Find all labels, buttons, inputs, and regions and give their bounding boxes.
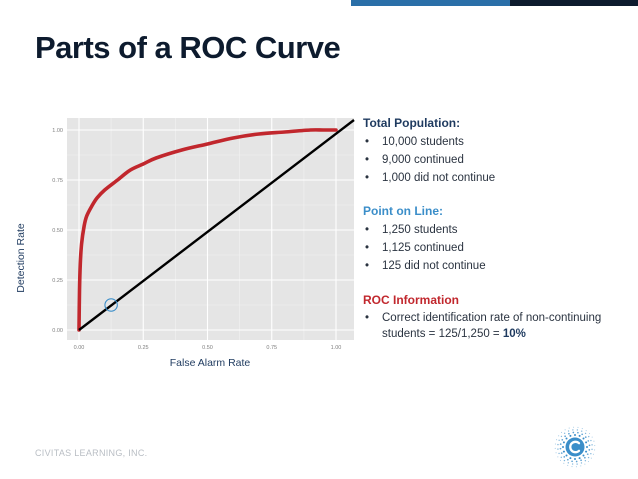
y-tick-label: 1.00 <box>52 128 63 134</box>
bullet-icon: • <box>365 224 370 236</box>
list-item: • 1,000 did not continue <box>363 169 623 187</box>
y-tick-label: 0.50 <box>52 228 63 234</box>
x-tick-label: 0.50 <box>202 345 213 351</box>
y-axis-label: Detection Rate <box>15 223 27 293</box>
top-accent-bar <box>0 0 638 6</box>
bullet-icon: • <box>365 242 370 254</box>
top-bar-segment <box>510 0 638 6</box>
list-item: • 10,000 students <box>363 133 623 151</box>
point-on-line-section: Point on Line: • 1,250 students • 1,125 co… <box>363 204 623 275</box>
x-tick-label: 0.25 <box>138 345 149 351</box>
x-tick-label: 1.00 <box>331 345 342 351</box>
y-tick-label: 0.75 <box>52 178 63 184</box>
total-population-section: Total Population: • 10,000 students • 9,00… <box>363 116 623 187</box>
highlight-value: 10% <box>502 328 526 340</box>
list-item: • 9,000 continued <box>363 151 623 169</box>
bullet-icon: • <box>365 172 370 184</box>
bullet-icon: • <box>365 260 370 272</box>
roc-curve-line <box>77 128 338 332</box>
total-population-heading: Total Population: <box>363 116 461 130</box>
list-item: • 125 did not continue <box>363 257 623 275</box>
point-on-line-heading: Point on Line: <box>363 204 443 218</box>
bullet-icon: • <box>365 312 370 324</box>
bullet-icon: • <box>365 154 370 166</box>
diagonal-line <box>78 119 355 331</box>
roc-information-section: ROC Information • Correct identification … <box>363 293 608 342</box>
x-axis-label: False Alarm Rate <box>169 357 251 369</box>
point-marker <box>104 298 118 312</box>
y-tick-label: 0.00 <box>52 328 63 334</box>
footer-company: CIVITAS LEARNING, INC. <box>35 448 148 458</box>
bullet-icon: • <box>365 136 370 148</box>
top-bar-segment <box>0 0 351 6</box>
x-tick-label: 0.75 <box>266 345 277 351</box>
slide-title: Parts of a ROC Curve <box>35 30 341 65</box>
civitas-logo <box>554 426 596 468</box>
top-bar-segment <box>350 0 511 6</box>
x-tick-label: 0.00 <box>74 345 85 351</box>
list-item: • 1,125 continued <box>363 239 623 257</box>
list-item: • 1,250 students <box>363 221 623 239</box>
list-item: • Correct identification rate of non-cont… <box>365 312 602 340</box>
roc-information-heading: ROC Information <box>363 293 459 307</box>
y-tick-label: 0.25 <box>52 278 63 284</box>
